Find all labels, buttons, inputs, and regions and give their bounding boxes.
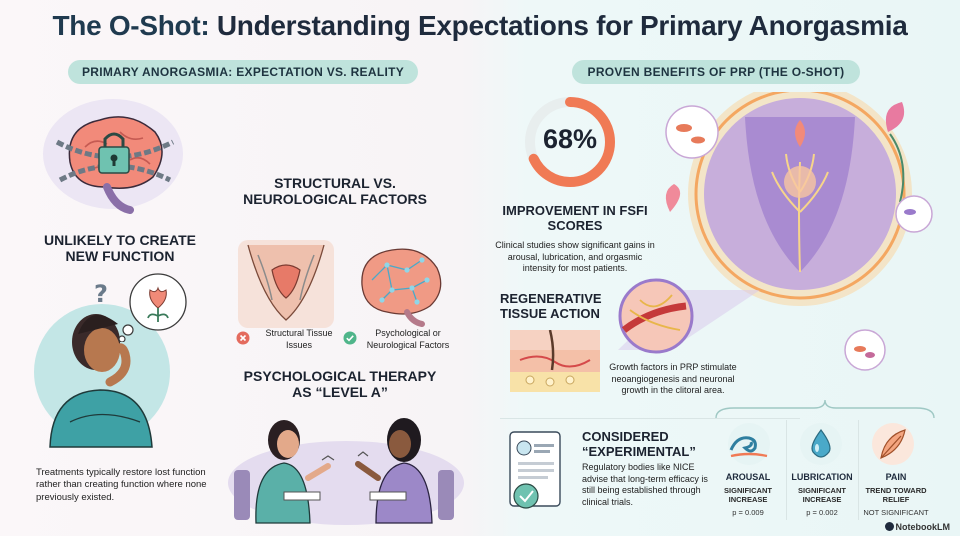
left-section-pill: PRIMARY ANORGASMIA: EXPECTATION VS. REAL…	[68, 60, 418, 84]
donut-gauge-icon	[525, 97, 615, 187]
unlikely-heading: UNLIKELY TO CREATE NEW FUNCTION	[44, 232, 196, 265]
improvement-heading: IMPROVEMENT IN FSFI SCORES	[502, 203, 648, 233]
title-rest: Understanding Expectations for Primary A…	[209, 10, 908, 41]
brain-lock-icon	[43, 99, 183, 214]
stat-lubrication-title: LUBRICATION	[791, 472, 853, 482]
cell-bubble-icon	[844, 329, 886, 371]
page-title: The O-Shot: Understanding Expectations f…	[0, 10, 960, 42]
droplet-icon	[800, 423, 842, 465]
stat-pain-p: NOT SIGNIFICANT	[863, 508, 929, 517]
structural-heading: STRUCTURAL VS. NEUROLOGICAL FACTORS	[243, 175, 427, 208]
title-brand: The O-Shot:	[52, 10, 210, 41]
footer-label: NotebookLM	[895, 522, 951, 532]
stat-arousal-sub: SIGNIFICANT INCREASE	[724, 486, 772, 504]
stats-bracket	[715, 399, 935, 419]
magnifier-vessel-icon	[618, 278, 760, 354]
flower-pelvis-icon	[665, 92, 933, 306]
notebooklm-badge: NotebookLM	[884, 522, 951, 532]
stat-arousal-p: p = 0.009	[732, 508, 764, 517]
section-divider	[500, 418, 800, 419]
stat-lubrication-p: p = 0.002	[806, 508, 838, 517]
right-section-pill: PROVEN BENEFITS OF PRP (THE O-SHOT)	[572, 60, 860, 84]
wave-icon	[728, 423, 770, 465]
structural-label: Structural Tissue Issues	[265, 328, 333, 350]
stat-pain-title: PAIN	[885, 472, 907, 482]
flower-thought-icon	[118, 273, 187, 342]
experimental-text: Regulatory bodies like NICE advise that …	[582, 462, 708, 508]
notebook-logo-icon	[884, 522, 894, 531]
svg-text:?: ?	[94, 280, 108, 308]
tissue-layers-icon	[510, 330, 600, 392]
stat-divider-2	[858, 420, 859, 520]
therapy-heading: PSYCHOLOGICAL THERAPY AS “LEVEL A”	[243, 368, 437, 401]
stat-pain-sub: TREND TOWARD RELIEF	[865, 486, 927, 504]
feather-icon	[872, 423, 914, 465]
check-circle-icon	[343, 331, 357, 345]
thinking-woman-icon: ?	[34, 280, 170, 448]
stat-lubrication-sub: SIGNIFICANT INCREASE	[798, 486, 846, 504]
document-seal-icon	[509, 431, 561, 509]
regen-heading: REGENERATIVE TISSUE ACTION	[500, 291, 602, 321]
cross-circle-icon	[236, 331, 250, 345]
pelvis-icon	[238, 240, 334, 328]
regen-text: Growth factors in PRP stimulate neoangio…	[609, 362, 737, 396]
improvement-text: Clinical studies show significant gains …	[495, 240, 655, 274]
treatments-text: Treatments typically restore lost functi…	[36, 467, 207, 503]
brain-network-icon	[361, 248, 442, 327]
stat-divider-1	[786, 420, 787, 520]
therapy-session-icon	[228, 418, 464, 525]
experimental-heading: CONSIDERED “EXPERIMENTAL”	[582, 429, 696, 459]
neuro-label: Psychological or Neurological Factors	[366, 328, 450, 350]
percent-value: 68%	[542, 124, 598, 154]
stat-arousal-title: AROUSAL	[725, 472, 771, 482]
